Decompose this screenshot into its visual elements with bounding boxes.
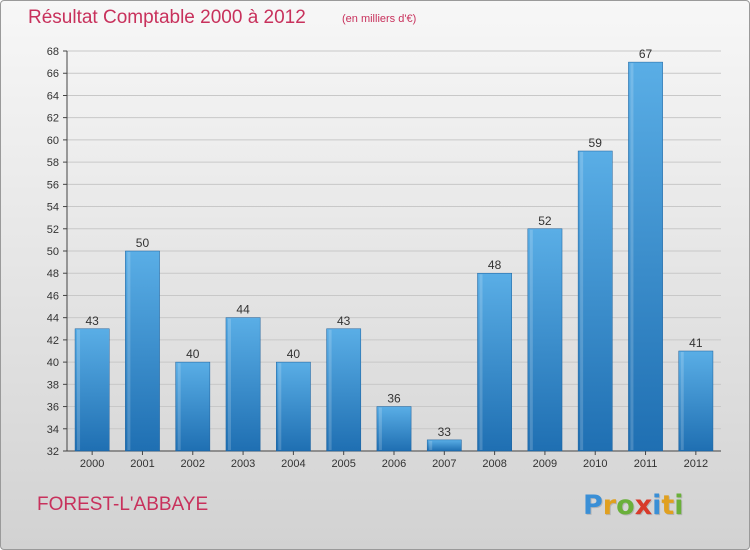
bar-2000 (74, 328, 110, 452)
bar-highlight (580, 152, 584, 450)
y-tick-label: 68 (47, 46, 59, 58)
bar-2010 (577, 150, 613, 452)
x-tick-label-2002: 2002 (181, 458, 205, 470)
y-tick-label: 64 (47, 90, 59, 102)
bar-2007 (426, 439, 462, 452)
y-tick-label: 40 (47, 357, 59, 369)
y-tick-label: 54 (47, 202, 59, 214)
y-tick-label: 44 (47, 313, 59, 325)
logo-letter: r (602, 490, 617, 521)
x-tick-label-2005: 2005 (331, 458, 355, 470)
y-tick-label: 66 (47, 68, 59, 80)
bar-2002 (175, 361, 211, 452)
x-tick-label-2001: 2001 (130, 458, 154, 470)
bar-highlight (630, 63, 634, 450)
bar-highlight (328, 329, 332, 450)
logo-letter: x (634, 490, 653, 521)
y-tick-label: 50 (47, 246, 59, 258)
data-labels: 43 50 40 44 40 43 36 33 48 52 59 67 41 (85, 47, 702, 439)
commune-name: FOREST-L'ABBAYE (37, 494, 209, 515)
chart-title: Résultat Comptable 2000 à 2012 (28, 7, 306, 28)
x-tick-label-2003: 2003 (231, 458, 255, 470)
bar-highlight (278, 363, 282, 450)
data-label-2003: 44 (236, 303, 250, 317)
bar-highlight (429, 440, 433, 450)
data-label-2006: 36 (387, 392, 401, 406)
data-label-2005: 43 (337, 314, 351, 328)
bars (74, 61, 714, 452)
bar-highlight (680, 352, 684, 450)
bar-2004 (276, 361, 311, 452)
x-tick-label-2012: 2012 (684, 458, 708, 470)
bar-2001 (125, 250, 160, 452)
y-tick-label: 38 (47, 379, 59, 391)
chart-subtitle: (en milliers d'€) (342, 13, 417, 25)
x-tick-label-2008: 2008 (482, 458, 506, 470)
logo-letter: i (674, 490, 684, 521)
logo-letter: i (652, 490, 662, 521)
bar-highlight (127, 252, 131, 450)
x-tick-label-2006: 2006 (382, 458, 406, 470)
bar-2005 (326, 328, 362, 452)
data-label-2004: 40 (287, 347, 301, 361)
bar-2012 (678, 350, 714, 452)
y-tick-label: 34 (47, 424, 59, 436)
bar-highlight (378, 407, 382, 450)
y-tick-label: 46 (47, 290, 59, 302)
data-label-2009: 52 (538, 214, 552, 228)
x-tick-label-2004: 2004 (281, 458, 305, 470)
logo-letter: o (616, 490, 635, 521)
data-label-2011: 67 (639, 47, 653, 61)
bar-highlight (479, 274, 483, 450)
bar-2011 (628, 61, 663, 452)
y-tick-label: 42 (47, 335, 59, 347)
data-label-2012: 41 (689, 336, 703, 350)
data-label-2000: 43 (85, 314, 99, 328)
bar-highlight (177, 363, 181, 450)
data-label-2007: 33 (438, 425, 452, 439)
x-tick-label-2000: 2000 (80, 458, 104, 470)
bar-2009 (527, 228, 563, 452)
data-label-2008: 48 (488, 258, 502, 272)
bar-2003 (225, 317, 261, 452)
y-tick-label: 60 (47, 135, 59, 147)
x-tick-label-2010: 2010 (583, 458, 607, 470)
x-tick-label-2007: 2007 (432, 458, 456, 470)
bar-highlight (529, 229, 533, 450)
bar-2006 (376, 406, 412, 452)
y-tick-label: 48 (47, 268, 59, 280)
logo-letter: t (661, 490, 675, 521)
data-label-2001: 50 (136, 236, 150, 250)
x-tick-label-2011: 2011 (634, 458, 658, 470)
bar-highlight (77, 329, 81, 450)
data-label-2002: 40 (186, 347, 200, 361)
y-tick-label: 32 (47, 446, 59, 458)
y-tick-label: 58 (47, 157, 59, 169)
data-label-2010: 59 (589, 136, 603, 150)
y-tick-label: 36 (47, 402, 59, 414)
y-tick-label: 56 (47, 179, 59, 191)
x-tick-label-2009: 2009 (533, 458, 557, 470)
y-tick-label: 52 (47, 224, 59, 236)
bar-2008 (477, 272, 512, 452)
proxiti-logo[interactable]: Proxiti (583, 490, 684, 521)
bar-highlight (227, 318, 231, 450)
logo-letter: P (583, 490, 603, 521)
y-tick-label: 62 (47, 113, 59, 125)
